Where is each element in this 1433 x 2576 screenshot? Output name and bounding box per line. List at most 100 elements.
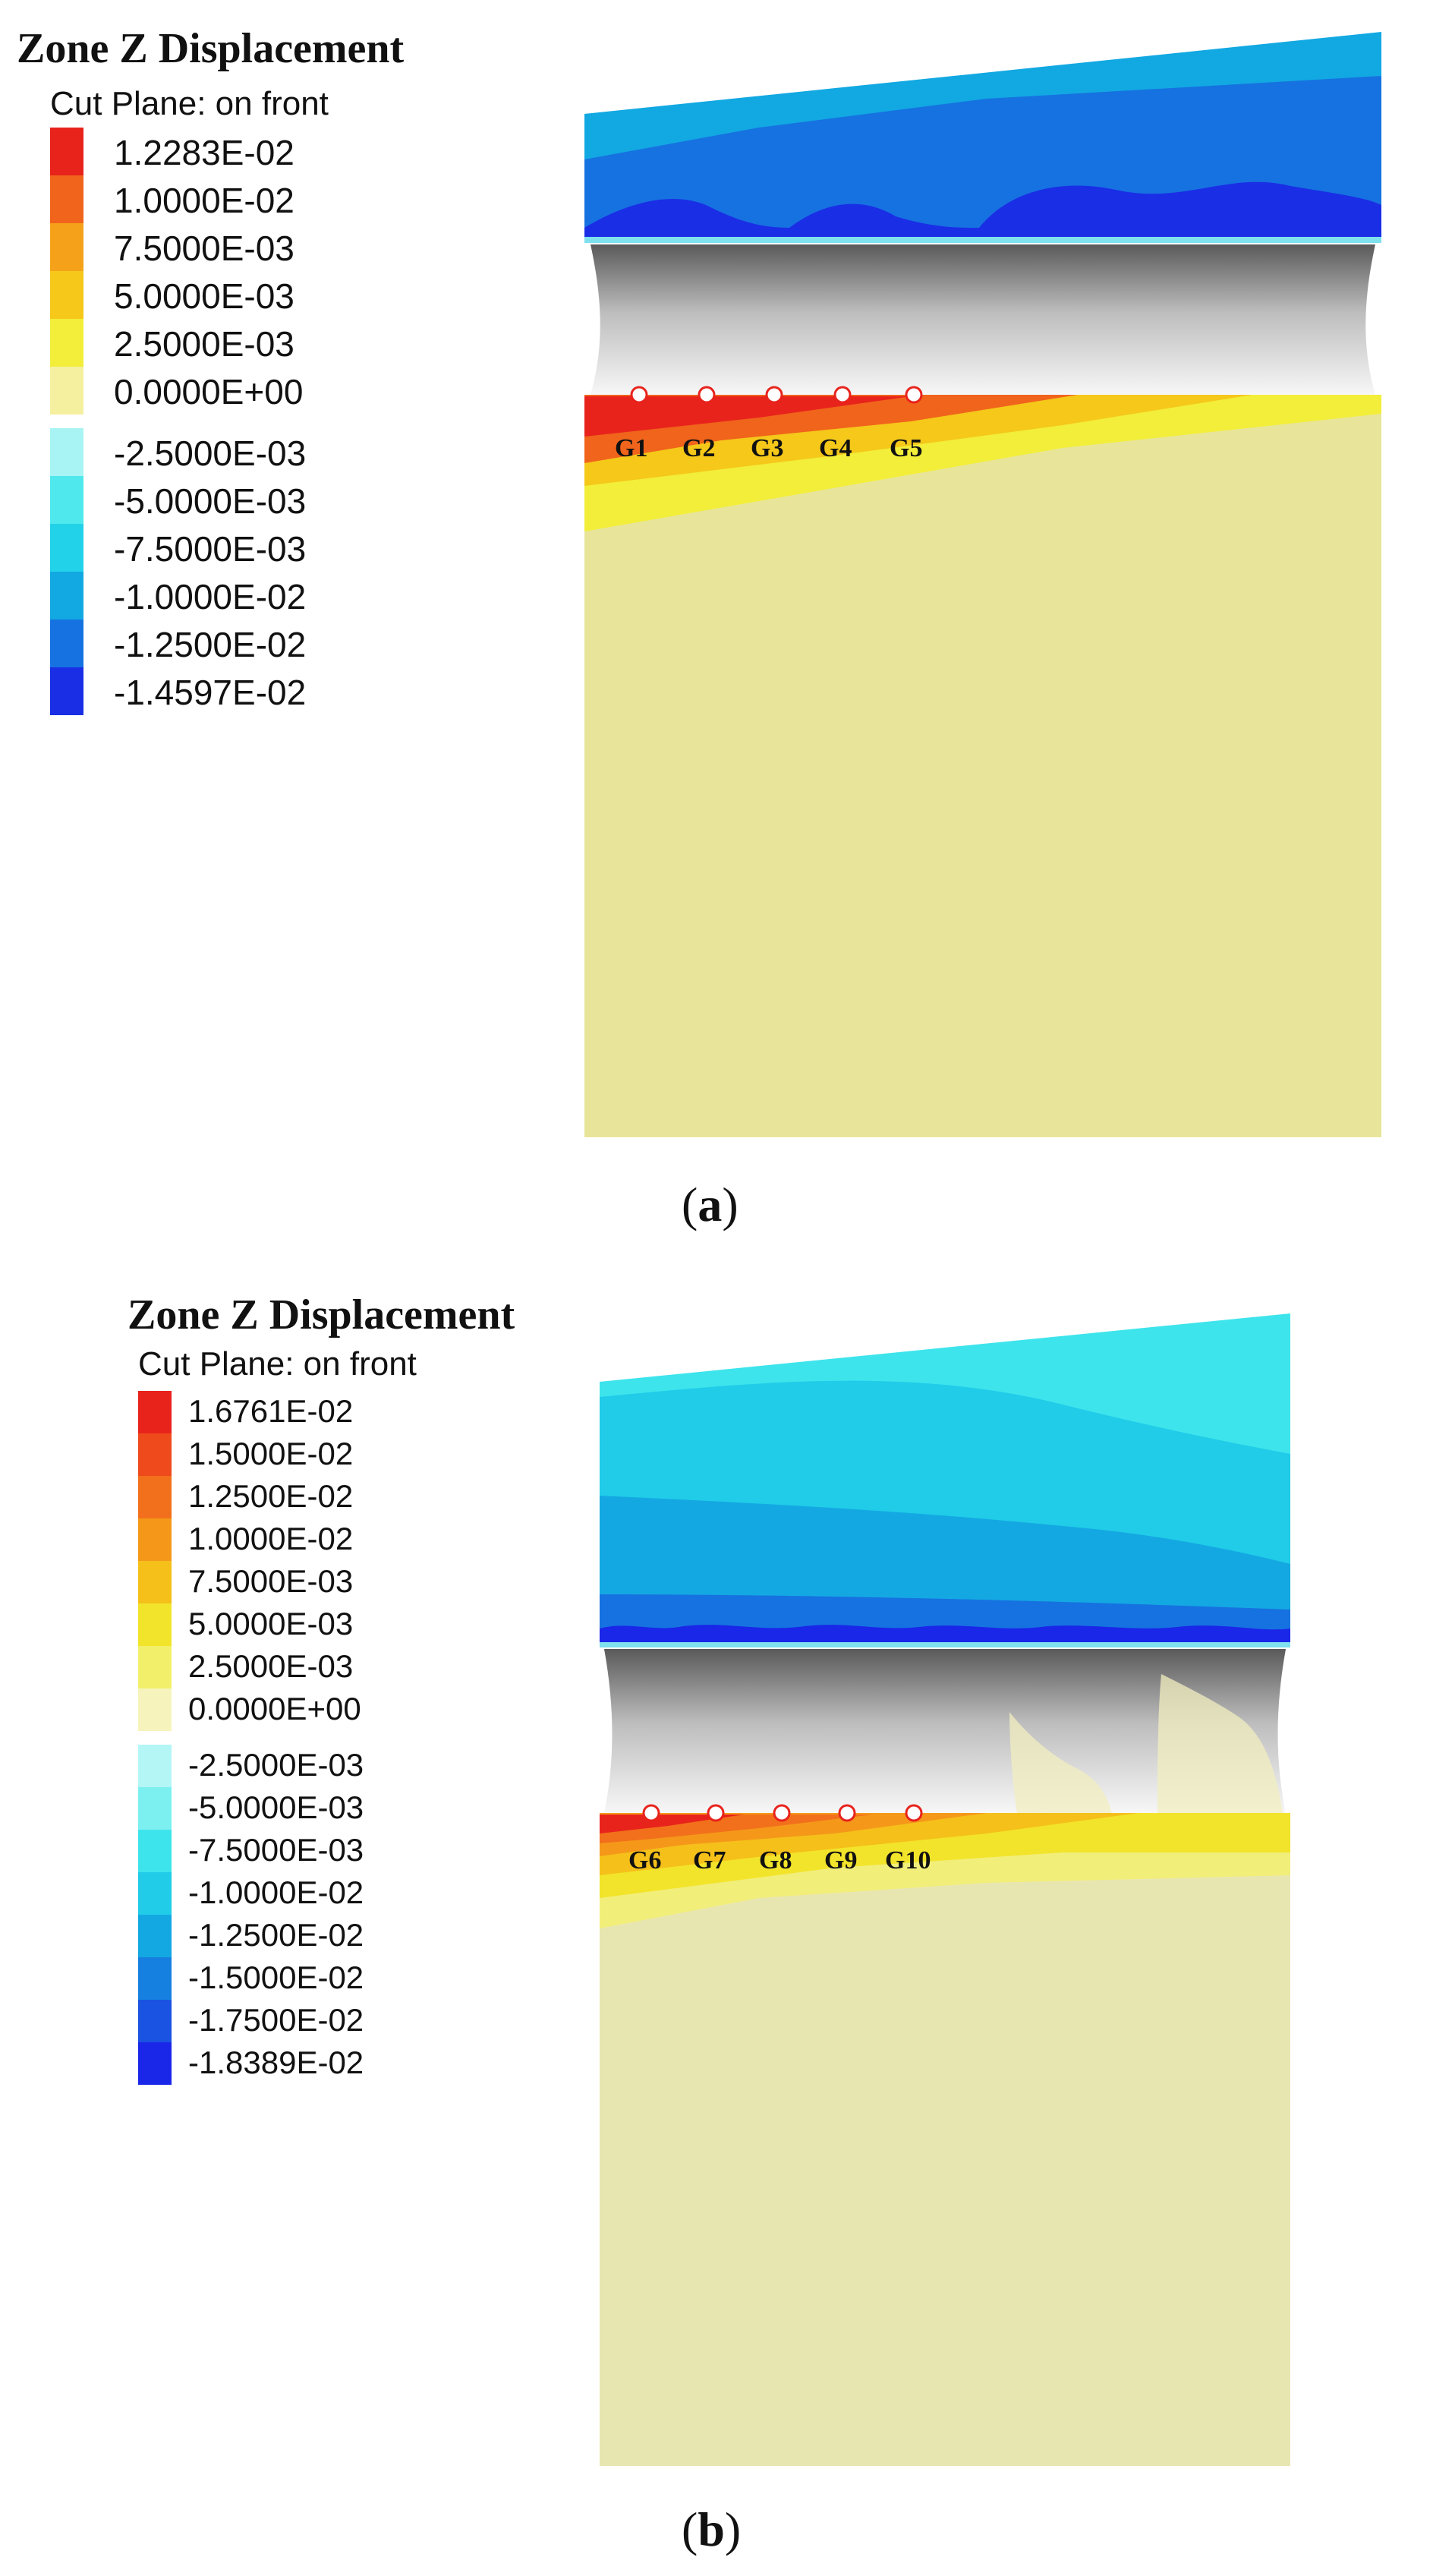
model-contour-b bbox=[600, 1313, 1290, 2466]
legend-label: 1.5000E-02 bbox=[188, 1436, 354, 1471]
legend-swatch bbox=[50, 271, 83, 319]
legend-swatch bbox=[138, 1830, 172, 1872]
lower-zone-base bbox=[600, 1813, 1290, 2466]
legend-label: -1.2500E-02 bbox=[114, 624, 307, 664]
legend-label: -1.2500E-02 bbox=[188, 1917, 364, 1953]
legend-swatch bbox=[50, 476, 83, 524]
lower-zone-base bbox=[584, 395, 1381, 1137]
legend-subtitle: Cut Plane: on front bbox=[138, 1345, 417, 1383]
legend-swatch bbox=[138, 1915, 172, 1957]
legend-label: -1.0000E-02 bbox=[114, 576, 307, 616]
legend-label: 1.0000E-02 bbox=[114, 180, 294, 220]
upper-zone-edge bbox=[584, 237, 1381, 243]
panel-a: Zone Z Displacement Cut Plane: on front … bbox=[0, 0, 1433, 1245]
legend-label: -5.0000E-03 bbox=[188, 1789, 364, 1825]
opening-void-plume-1 bbox=[1009, 1712, 1112, 1813]
legend-title: Zone Z Displacement bbox=[128, 1291, 515, 1338]
gauge-marker bbox=[833, 386, 852, 404]
legend-label: 1.0000E-02 bbox=[188, 1521, 354, 1556]
legend-swatch bbox=[138, 1957, 172, 2000]
legend-label: -2.5000E-03 bbox=[188, 1747, 364, 1783]
legend-label: -7.5000E-03 bbox=[188, 1832, 364, 1868]
gauge-marker bbox=[838, 1804, 856, 1822]
legend-swatch bbox=[138, 2042, 172, 2085]
legend-swatch bbox=[138, 1518, 172, 1561]
legend-label: -1.0000E-02 bbox=[188, 1874, 364, 1910]
legend-label: 7.5000E-03 bbox=[114, 228, 294, 268]
legend-label: 5.0000E-03 bbox=[188, 1606, 354, 1641]
lower-zone-contour-6 bbox=[600, 1815, 744, 1833]
legend-label: 1.6761E-02 bbox=[188, 1393, 354, 1429]
gauge-label: G7 bbox=[693, 1846, 726, 1874]
gauge-marker bbox=[765, 386, 783, 404]
gauge-label: G8 bbox=[759, 1846, 792, 1874]
gauge-label: G3 bbox=[751, 434, 784, 462]
legend-subtitle: Cut Plane: on front bbox=[50, 85, 329, 122]
legend-label: 0.0000E+00 bbox=[188, 1691, 361, 1726]
legend-label: -1.4597E-02 bbox=[114, 672, 307, 712]
legend-swatch bbox=[50, 428, 83, 476]
legend-label: 0.0000E+00 bbox=[114, 371, 304, 411]
caption-letter: b bbox=[698, 2502, 725, 2556]
legend-swatch bbox=[138, 1476, 172, 1518]
upper-zone-edge bbox=[600, 1642, 1290, 1647]
legend-swatch bbox=[138, 1745, 172, 1787]
legend-swatch bbox=[138, 2000, 172, 2042]
lower-zone-contour-4 bbox=[584, 396, 911, 437]
legend-label: 1.2500E-02 bbox=[188, 1478, 354, 1514]
gauge-marker bbox=[698, 386, 716, 404]
gauge-label: G2 bbox=[682, 434, 716, 462]
upper-zone-contour-2 bbox=[584, 181, 1381, 243]
legend-swatch bbox=[138, 1603, 172, 1646]
legend-label: 2.5000E-03 bbox=[188, 1648, 354, 1684]
legend-swatch bbox=[50, 667, 83, 715]
gauge-marker bbox=[905, 386, 923, 404]
legend-label: 1.2283E-02 bbox=[114, 132, 294, 172]
legend-swatch bbox=[50, 620, 83, 667]
gauge-marker bbox=[630, 386, 648, 404]
legend-title: Zone Z Displacement bbox=[17, 25, 405, 72]
legend-swatch bbox=[138, 1433, 172, 1476]
legend-swatch bbox=[50, 128, 83, 175]
gauge-label: G1 bbox=[615, 434, 648, 462]
legend-label: 7.5000E-03 bbox=[188, 1563, 354, 1599]
legend-swatch bbox=[138, 1872, 172, 1915]
gauge-label: G10 bbox=[885, 1846, 931, 1874]
opening-void bbox=[604, 1649, 1286, 1813]
legend-swatch bbox=[50, 319, 83, 367]
opening-void bbox=[591, 244, 1375, 395]
legend-label: -1.5000E-02 bbox=[188, 1960, 364, 1995]
legend-swatch bbox=[50, 367, 83, 415]
legend-label: -1.8389E-02 bbox=[188, 2045, 364, 2080]
gauge-marker bbox=[707, 1804, 725, 1822]
gauge-label: G6 bbox=[628, 1846, 662, 1874]
opening-void-plume-2 bbox=[1157, 1674, 1283, 1813]
gauge-marker bbox=[773, 1804, 791, 1822]
gauge-marker bbox=[905, 1804, 923, 1822]
model-contour-a bbox=[584, 32, 1381, 1137]
legend-swatch bbox=[138, 1787, 172, 1830]
gauge-label: G9 bbox=[824, 1846, 858, 1874]
upper-zone-contour-4 bbox=[600, 1625, 1290, 1647]
panel-b: Zone Z Displacement Cut Plane: on front … bbox=[0, 1275, 1433, 2576]
legend-swatch bbox=[50, 572, 83, 620]
gauge-marker bbox=[642, 1804, 660, 1822]
legend-swatch bbox=[138, 1561, 172, 1603]
legend-label: -5.0000E-03 bbox=[114, 481, 307, 521]
legend-swatch bbox=[138, 1646, 172, 1688]
legend-label: -7.5000E-03 bbox=[114, 528, 307, 569]
legend-label: -2.5000E-03 bbox=[114, 433, 307, 473]
gauge-label: G5 bbox=[890, 434, 923, 462]
gauge-label: G4 bbox=[819, 434, 852, 462]
caption-letter: a bbox=[698, 1178, 723, 1231]
legend-label: 2.5000E-03 bbox=[114, 323, 294, 364]
legend-swatch bbox=[138, 1391, 172, 1433]
panel-caption: (a) bbox=[682, 1178, 739, 1231]
panel-caption: (b) bbox=[682, 2502, 742, 2556]
legend-swatch bbox=[50, 175, 83, 223]
legend-swatch bbox=[50, 223, 83, 271]
legend-label: 5.0000E-03 bbox=[114, 276, 294, 316]
legend-swatch bbox=[138, 1688, 172, 1731]
legend-label: -1.7500E-02 bbox=[188, 2002, 364, 2038]
legend-swatch bbox=[50, 524, 83, 572]
